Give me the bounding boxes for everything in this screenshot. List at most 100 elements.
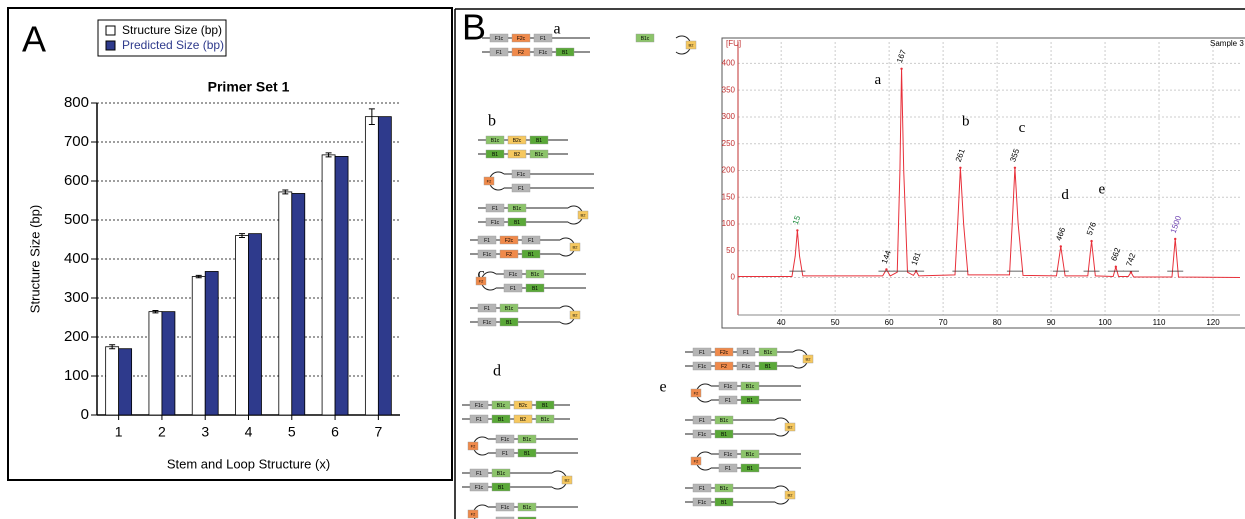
dna-block (491, 414, 511, 424)
dna-block (483, 176, 495, 186)
panel-label: B (462, 7, 486, 48)
x-tick-label: 3 (201, 424, 209, 440)
x-tick-label: 80 (993, 318, 1002, 327)
dna-block (489, 33, 509, 43)
block-label: B1c (513, 206, 522, 212)
chart-title: Primer Set 1 (208, 79, 290, 95)
bar (118, 348, 133, 416)
block-label: B1 (506, 320, 512, 326)
dna-block (499, 249, 519, 259)
dna-block (535, 414, 555, 424)
dna-block (718, 381, 738, 391)
peak (1174, 237, 1177, 241)
peak-annotation: c (1019, 120, 1026, 136)
dna-block (577, 210, 589, 220)
block-label: B1c (746, 384, 755, 390)
peak (1114, 265, 1118, 269)
block-label: F1c (698, 432, 707, 438)
block-label: F1 (725, 398, 731, 404)
dna-block (485, 149, 505, 159)
dna-block (495, 448, 515, 458)
block-label: B1c (523, 437, 532, 443)
block-label: F1c (742, 364, 751, 370)
y-tick-label: 300 (64, 289, 89, 306)
dna-block (758, 361, 778, 371)
x-tick-label: 1 (115, 424, 123, 440)
dna-block (740, 395, 760, 405)
diagram-label: b (488, 113, 496, 130)
dna-block (517, 448, 537, 458)
dna-block (485, 135, 505, 145)
dna-block (714, 347, 734, 357)
dna-block (469, 468, 489, 478)
legend-label: Structure Size (bp) (122, 23, 222, 37)
x-tick-label: 40 (777, 318, 786, 327)
dna-block (469, 400, 489, 410)
dna-block (511, 33, 531, 43)
diagram-label: e (659, 379, 666, 396)
block-label: F1 (476, 471, 482, 477)
dna-block (784, 422, 796, 432)
bar (161, 311, 176, 416)
panel-label: A (22, 19, 46, 60)
block-label: F1c (475, 403, 484, 409)
dna-block (467, 509, 479, 519)
y-tick-label: 600 (64, 172, 89, 189)
y-tick-label: 500 (64, 211, 89, 228)
dna-block (685, 40, 697, 50)
dna-block (533, 33, 553, 43)
block-label: F1c (698, 500, 707, 506)
bar (105, 346, 120, 416)
dna-block (507, 203, 527, 213)
y-tick-label: 200 (722, 166, 736, 175)
legend-frame (97, 19, 227, 57)
peak (885, 268, 888, 271)
dna-block (521, 235, 541, 245)
block-label: F1 (528, 238, 534, 244)
block-label: F1 (743, 350, 749, 356)
block-label: F1 (484, 238, 490, 244)
dna-block (491, 468, 511, 478)
x-tick-label: 5 (288, 424, 296, 440)
dna-block (511, 47, 531, 57)
block-label: B1c (720, 418, 729, 424)
peak (900, 67, 903, 70)
peak (1013, 166, 1017, 169)
block-label: B1c (497, 471, 506, 477)
peak-label: 662 (1109, 246, 1122, 262)
block-label: F2 (506, 252, 512, 258)
bar (321, 154, 336, 416)
block-label: B1c (541, 417, 550, 423)
dna-block (692, 361, 712, 371)
dna-block (489, 47, 509, 57)
block-label: B1 (562, 50, 568, 56)
block-label: F1c (501, 505, 510, 511)
dna-block (507, 149, 527, 159)
block-label: F1c (483, 320, 492, 326)
dna-block (740, 449, 760, 459)
dna-block (569, 310, 581, 320)
y-tick-label: 150 (722, 192, 736, 201)
block-label: F1c (698, 364, 707, 370)
y-tick-label: 700 (64, 133, 89, 150)
dna-block (714, 361, 734, 371)
peak (959, 166, 962, 169)
block-label: F2 (721, 364, 727, 370)
dna-block (513, 414, 533, 424)
y-tick-label: 300 (722, 112, 736, 121)
diagram-label: a (553, 21, 560, 38)
x-axis-label: Stem and Loop Structure (x) (167, 456, 330, 471)
peak-label: 466 (1054, 226, 1067, 242)
block-label: B2 (573, 313, 579, 318)
y-tick-label: 400 (64, 250, 89, 267)
bar (364, 116, 379, 416)
block-label: F1c (495, 36, 504, 42)
block-label: F1 (699, 486, 705, 492)
y-axis-label: [FU] (726, 39, 741, 48)
block-label: B1 (536, 138, 542, 144)
dna-block (692, 415, 712, 425)
dna-block (802, 354, 814, 364)
block-label: B2 (788, 425, 794, 430)
block-label: F1c (483, 252, 492, 258)
